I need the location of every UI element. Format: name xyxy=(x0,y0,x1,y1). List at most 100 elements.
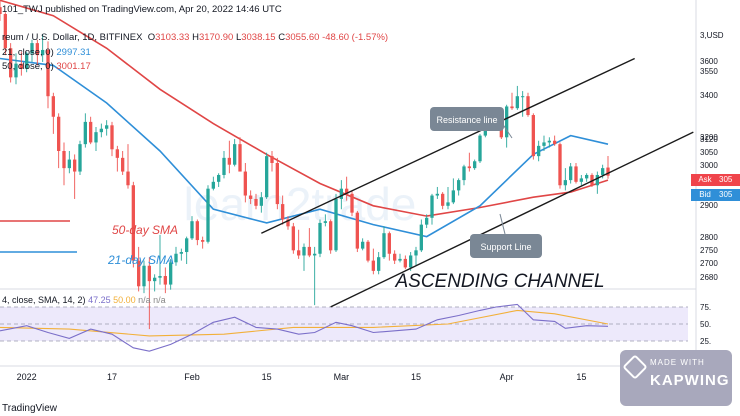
candle-body xyxy=(537,145,541,157)
candle xyxy=(211,176,215,191)
candle-body xyxy=(526,96,530,116)
candle-body xyxy=(579,178,583,182)
candle xyxy=(430,193,434,225)
candle-body xyxy=(574,166,578,182)
candle-body xyxy=(435,193,439,196)
rsi-tick-label: 75. xyxy=(700,303,711,312)
candle xyxy=(275,157,279,210)
candle-body xyxy=(398,258,402,261)
candle-body xyxy=(377,257,381,271)
support-label: Support Line xyxy=(480,242,531,252)
candle xyxy=(222,151,226,179)
candle-body xyxy=(318,222,322,254)
candle xyxy=(547,137,551,148)
candle-body xyxy=(57,116,61,151)
candle xyxy=(510,92,514,110)
candle xyxy=(323,214,327,227)
candle-body xyxy=(483,128,487,136)
candle xyxy=(249,190,253,205)
candle-body xyxy=(361,241,365,249)
candle xyxy=(0,0,2,21)
candle xyxy=(51,92,55,134)
candle xyxy=(137,246,141,292)
price-tick-label: 2680 xyxy=(700,273,718,282)
candle-body xyxy=(99,128,103,133)
candle xyxy=(158,234,162,285)
bid-tag: Bid xyxy=(691,189,719,201)
candle-body xyxy=(451,190,455,203)
channel-upper-line xyxy=(261,57,635,234)
candle-body xyxy=(211,181,215,189)
candle-body xyxy=(89,121,93,143)
time-tick-label: Feb xyxy=(184,372,200,382)
candle-body xyxy=(137,260,141,287)
candle xyxy=(73,154,77,199)
candle xyxy=(569,162,573,184)
candle-body xyxy=(457,180,461,191)
candle-body xyxy=(153,277,157,282)
candle-body xyxy=(313,253,317,256)
candle xyxy=(142,260,146,294)
candle-body xyxy=(233,144,237,165)
rsi-value: 47.25 xyxy=(88,295,111,305)
candle-body xyxy=(0,7,2,14)
candle xyxy=(382,226,386,259)
candle-body xyxy=(217,174,221,182)
low-value: 3038.15 xyxy=(241,32,276,43)
candle xyxy=(313,246,317,306)
candle-body xyxy=(67,159,71,169)
candle xyxy=(451,178,455,205)
rsi-sma-line xyxy=(0,309,609,337)
candle xyxy=(457,178,461,196)
candle-body xyxy=(307,246,311,256)
candle-body xyxy=(329,221,333,251)
high-label: H xyxy=(192,32,199,43)
candle xyxy=(361,238,365,251)
candle-body xyxy=(355,212,359,249)
candle xyxy=(467,152,471,172)
candle xyxy=(355,210,359,253)
candle-body xyxy=(201,240,205,242)
candle xyxy=(478,133,482,163)
candle xyxy=(334,193,338,253)
candle xyxy=(30,39,34,62)
candle-body xyxy=(14,63,18,78)
ma1-value: 2997.31 xyxy=(56,47,91,58)
candle xyxy=(41,34,45,62)
candle-body xyxy=(366,241,370,261)
candle xyxy=(595,171,599,194)
candle-body xyxy=(254,198,258,206)
sma21-label: 21-day SMA xyxy=(107,253,174,267)
candle xyxy=(307,228,311,258)
candle xyxy=(190,216,194,241)
candle xyxy=(9,43,13,83)
candle-body xyxy=(174,253,178,263)
candle xyxy=(350,190,354,217)
candle-body xyxy=(259,197,263,206)
support-callout: Support Line xyxy=(470,213,542,258)
candle xyxy=(537,140,541,162)
candle-body xyxy=(83,121,87,145)
candle xyxy=(414,246,418,266)
candle xyxy=(105,120,109,136)
candle-body xyxy=(206,188,210,242)
candle-body xyxy=(606,167,610,176)
candle xyxy=(201,236,205,249)
time-tick-label: 15 xyxy=(262,372,272,382)
candle-body xyxy=(425,217,429,225)
candle xyxy=(515,85,519,110)
candle-body xyxy=(126,171,130,186)
ma2-label: 50, close, 0) xyxy=(2,61,54,72)
candle-body xyxy=(467,166,471,169)
candle xyxy=(78,140,82,175)
tradingview-footer: TradingView xyxy=(2,403,58,414)
candle-body xyxy=(601,168,605,175)
candle-body xyxy=(339,188,343,199)
high-value: 3170.90 xyxy=(198,32,234,43)
candle-body xyxy=(270,156,274,163)
candle xyxy=(281,195,285,225)
candle xyxy=(425,214,429,229)
sma50-line xyxy=(0,0,609,217)
candle xyxy=(558,142,562,189)
